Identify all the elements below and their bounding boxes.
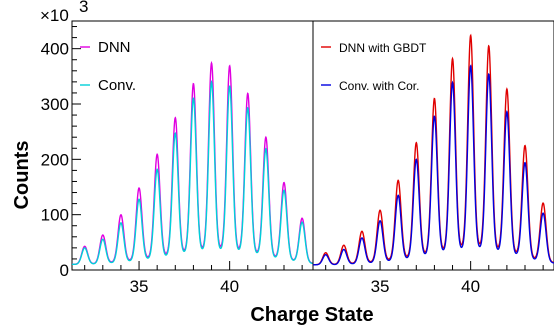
y-tick-label: 200: [41, 150, 69, 169]
x-axis-title: Charge State: [250, 304, 373, 326]
panel-1-series-2-line: [72, 79, 314, 266]
panel-2-series-1-line: [313, 33, 554, 266]
panel-1-x-tick-label: 40: [220, 277, 239, 296]
panel-2-legend-label-1: DNN with GBDT: [339, 41, 427, 55]
y-tick-label: 100: [41, 206, 69, 225]
y-scale-label: ×10: [40, 6, 69, 25]
panel-1-frame: [71, 20, 314, 271]
y-tick-label: 0: [60, 261, 69, 280]
panel-1-legend-label-2: Conv.: [98, 77, 136, 94]
y-scale-exponent: 3: [79, 0, 88, 16]
y-axis-title: Counts: [11, 141, 33, 210]
panel-2-legend-label-2: Conv. with Cor.: [339, 79, 419, 93]
y-tick-label: 300: [41, 95, 69, 114]
panel-1-legend-label-1: DNN: [98, 39, 131, 56]
y-tick-label: 400: [41, 40, 69, 59]
panel-1-x-tick-label: 35: [130, 277, 149, 296]
panel-2-series-2-line: [313, 64, 554, 266]
panel-2-frame: [312, 20, 554, 271]
panel-2-x-tick-label: 35: [371, 277, 390, 296]
panel-2-x-tick-label: 40: [461, 277, 480, 296]
